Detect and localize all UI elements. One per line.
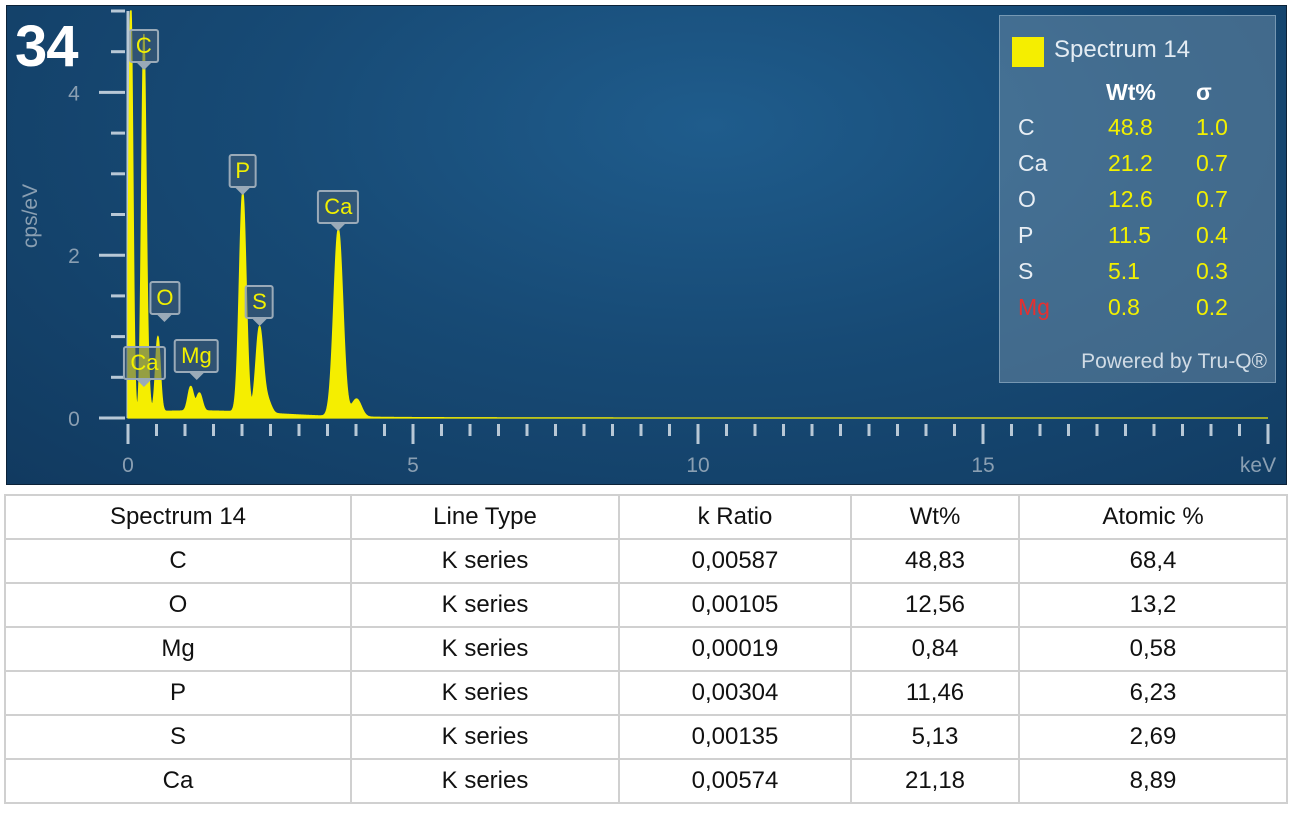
y-axis-label: cps/eV (19, 184, 42, 248)
table-header-cell: Wt% (850, 494, 1020, 540)
y-tick-label: 0 (68, 408, 80, 431)
x-tick-label: 15 (971, 454, 994, 477)
table-cell: K series (350, 758, 620, 804)
legend-wt-value: 11.5 (1108, 222, 1152, 248)
x-tick-label: 5 (407, 454, 419, 477)
table-header-cell: Spectrum 14 (4, 494, 352, 540)
x-axis-label: keV (1240, 454, 1276, 477)
legend-wt-value: 0.8 (1108, 294, 1140, 320)
peak-label-ca: Ca (317, 190, 360, 231)
table-cell: K series (350, 626, 620, 672)
table-cell: 8,89 (1018, 758, 1288, 804)
legend-sigma-value: 1.0 (1196, 114, 1228, 140)
table-cell: K series (350, 670, 620, 716)
table-cell: 0,00019 (618, 626, 852, 672)
table-cell: 68,4 (1018, 538, 1288, 584)
table-cell: S (4, 714, 352, 760)
spectrum-plot: 0 5 10 15 0 2 4 keV cps/eV (19, 9, 1276, 477)
legend-sigma-value: 0.4 (1196, 222, 1228, 248)
table-cell: 0,84 (850, 626, 1020, 672)
legend-wt-value: 5.1 (1108, 258, 1140, 284)
table-cell: 2,69 (1018, 714, 1288, 760)
legend-element: Mg (1018, 294, 1050, 320)
table-cell: K series (350, 582, 620, 628)
legend-element: C (1018, 114, 1035, 140)
legend-sigma-value: 0.7 (1196, 150, 1228, 176)
table-cell: 21,18 (850, 758, 1020, 804)
table-cell: C (4, 538, 352, 584)
peak-label-ca: Ca (123, 346, 166, 387)
legend-swatch (1012, 37, 1044, 67)
table-cell: Ca (4, 758, 352, 804)
table-cell: 13,2 (1018, 582, 1288, 628)
legend-sigma-value: 0.2 (1196, 294, 1228, 320)
spectrum-chart: 0 5 10 15 0 2 4 keV cps/eV 34 C O Ca Mg P S Ca Spectru… (6, 5, 1287, 485)
table-cell: 11,46 (850, 670, 1020, 716)
table-cell: 48,83 (850, 538, 1020, 584)
legend-element: O (1018, 186, 1036, 212)
table-cell: 0,00135 (618, 714, 852, 760)
x-tick-label: 10 (686, 454, 709, 477)
table-header-cell: Line Type (350, 494, 620, 540)
legend-footer: Powered by Tru-Q® (1081, 350, 1267, 373)
table-row: Mg K series 0,00019 0,84 0,58 (4, 626, 1288, 672)
spectrum-series (127, 10, 1268, 419)
peak-label-o: O (149, 281, 181, 322)
table-cell: 5,13 (850, 714, 1020, 760)
table-cell: P (4, 670, 352, 716)
legend-wt-value: 21.2 (1108, 150, 1153, 176)
table-cell: 0,00574 (618, 758, 852, 804)
table-header-cell: Atomic % (1018, 494, 1288, 540)
table-cell: 0,58 (1018, 626, 1288, 672)
figure-number: 34 (15, 14, 79, 79)
legend-element: S (1018, 258, 1034, 284)
table-cell: K series (350, 538, 620, 584)
legend-wt-value: 48.8 (1108, 114, 1153, 140)
table-cell: 6,23 (1018, 670, 1288, 716)
table-row: Ca K series 0,00574 21,18 8,89 (4, 758, 1288, 804)
table-cell: O (4, 582, 352, 628)
table-cell: 0,00304 (618, 670, 852, 716)
peak-label-p: P (228, 154, 258, 195)
results-table: Spectrum 14 Line Type k Ratio Wt% Atomic % C K… (4, 494, 1288, 804)
table-cell: 0,00105 (618, 582, 852, 628)
legend-element: Ca (1018, 150, 1048, 176)
table-cell: 12,56 (850, 582, 1020, 628)
table-cell: K series (350, 714, 620, 760)
peak-label-mg: Mg (174, 339, 219, 380)
legend-header-sigma: σ (1196, 79, 1212, 105)
x-tick-label: 0 (122, 454, 134, 477)
table-header-row: Spectrum 14 Line Type k Ratio Wt% Atomic % (4, 494, 1288, 540)
table-cell: Mg (4, 626, 352, 672)
legend-header-wt: Wt% (1106, 79, 1156, 105)
legend-title: Spectrum 14 (1054, 36, 1191, 63)
legend-sigma-value: 0.7 (1196, 186, 1228, 212)
y-tick-label: 4 (68, 82, 80, 105)
table-cell: 0,00587 (618, 538, 852, 584)
y-tick-label: 2 (68, 245, 80, 268)
legend-wt-value: 12.6 (1108, 186, 1153, 212)
chart-legend: Spectrum 14 Wt% σ C 48.8 1.0 Ca 21.2 0.7 O 12.6… (999, 15, 1276, 383)
results-table-body: Spectrum 14 Line Type k Ratio Wt% Atomic % C K… (4, 494, 1288, 804)
legend-sigma-value: 0.3 (1196, 258, 1228, 284)
table-header-cell: k Ratio (618, 494, 852, 540)
peak-label-s: S (245, 285, 274, 326)
peak-label-c: C (128, 29, 159, 70)
legend-element: P (1018, 222, 1034, 248)
